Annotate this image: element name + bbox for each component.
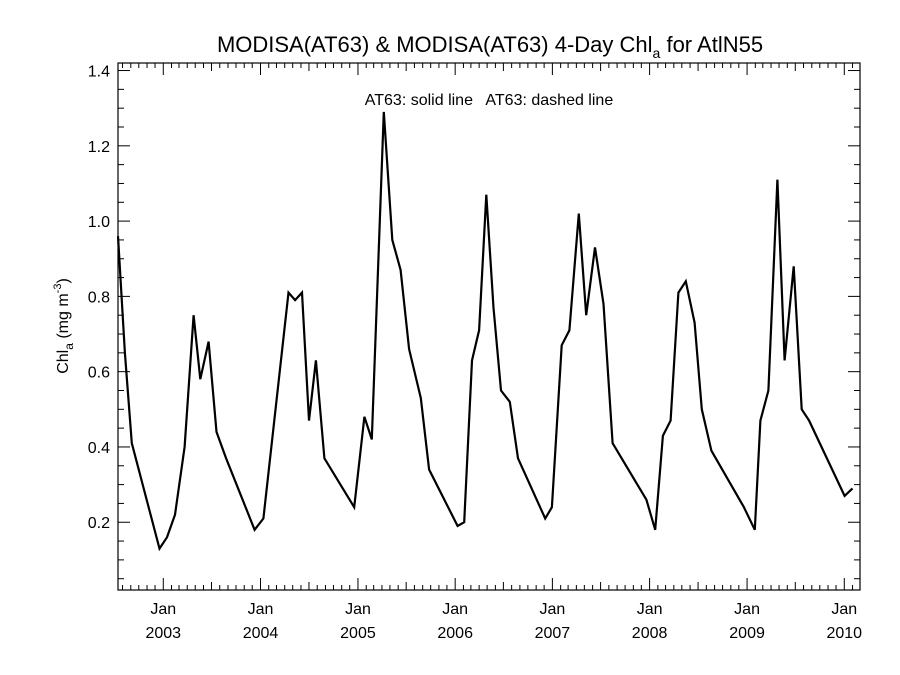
x-tick-label-month: Jan	[831, 601, 857, 618]
y-tick-label: 0.8	[88, 289, 110, 306]
chart-title-subscript: a	[653, 45, 661, 61]
y-axis-label-close: )	[55, 278, 72, 283]
y-axis-label-exponent: -3	[52, 284, 64, 294]
x-tick-label-year: 2006	[437, 625, 473, 642]
x-tick-label-month: Jan	[637, 601, 663, 618]
x-tick-label-month: Jan	[150, 601, 176, 618]
chart-title-tail: for AtlN55	[660, 32, 763, 57]
series-layer	[116, 111, 854, 552]
x-tick-label-year: 2007	[535, 625, 571, 642]
x-tick-label-year: 2005	[340, 625, 376, 642]
y-tick-label: 0.4	[88, 440, 110, 457]
x-axis: Jan 2003 Jan 2004 Jan 2005 Jan 2006 Jan 2007 Jan 20…	[122, 63, 862, 642]
x-tick-label-month: Jan	[248, 601, 274, 618]
y-tick-label: 0.2	[88, 515, 110, 532]
y-axis-label-subscript: a	[62, 343, 76, 350]
x-tick-label-year: 2009	[729, 625, 765, 642]
series-line-solid	[116, 111, 854, 552]
x-tick-label-month: Jan	[734, 601, 760, 618]
y-tick-label: 1.2	[88, 139, 110, 156]
x-tick-label-year: 2004	[243, 625, 279, 642]
x-tick-label-month: Jan	[345, 601, 371, 618]
chart-title-main: MODISA(AT63) & MODISA(AT63) 4-Day Chl	[217, 32, 653, 57]
x-tick-label-month: Jan	[539, 601, 565, 618]
x-tick-label-year: 2010	[826, 625, 862, 642]
x-tick-label-year: 2003	[145, 625, 181, 642]
y-tick-label: 1.4	[88, 64, 110, 81]
y-axis-label-main: Chl	[55, 350, 72, 374]
chart-title: MODISA(AT63) & MODISA(AT63) 4-Day Chla f…	[217, 32, 763, 61]
x-tick-label-year: 2008	[632, 625, 668, 642]
x-tick-label-month: Jan	[442, 601, 468, 618]
y-axis-label: Chla (mg m-3)	[52, 278, 76, 374]
legend-annotation: AT63: solid line AT63: dashed line	[365, 92, 614, 109]
y-tick-label: 1.0	[88, 214, 110, 231]
plot-frame	[117, 62, 861, 591]
y-axis: 0.2 0.4 0.6 0.8 1.0 1.2 1.4	[88, 64, 860, 580]
y-tick-label: 0.6	[88, 365, 110, 382]
y-axis-label-unit: (mg m	[55, 293, 72, 343]
